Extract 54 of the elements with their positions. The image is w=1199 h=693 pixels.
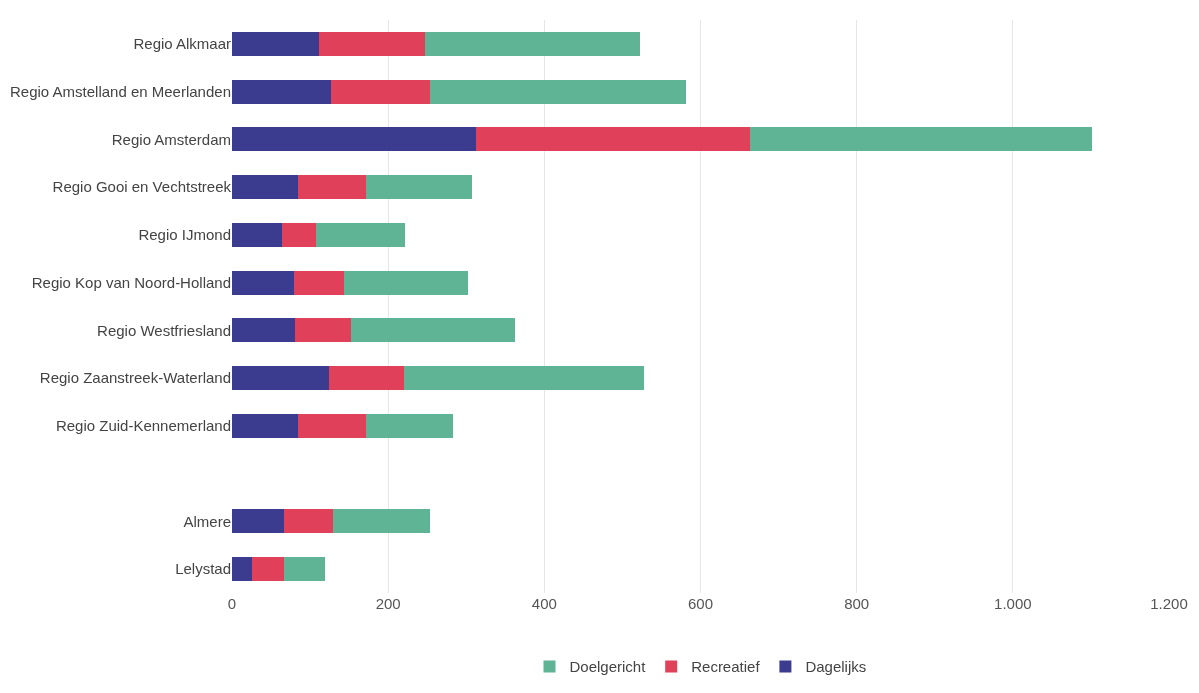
bar	[749, 127, 1093, 152]
bar	[315, 222, 406, 247]
bar	[328, 366, 404, 391]
bar	[403, 366, 644, 391]
legend-label: Dagelijks	[805, 658, 867, 676]
y-tick-label: Almere	[183, 512, 231, 530]
y-tick-label: Regio IJmond	[138, 226, 231, 244]
x-tick-label: 200	[375, 595, 401, 612]
bar	[365, 413, 453, 438]
bar	[319, 31, 425, 56]
bar	[332, 509, 431, 534]
bar	[298, 175, 367, 200]
bar	[424, 31, 640, 56]
bar	[281, 222, 316, 247]
bar	[232, 366, 329, 391]
bar	[366, 175, 472, 200]
y-tick-label: Regio Zuid-Kennemerland	[55, 417, 231, 435]
y-tick-label: Regio Zaanstreek-Waterland	[39, 369, 231, 387]
bar	[298, 413, 366, 438]
legend-label: Doelgericht	[569, 658, 647, 676]
y-tick-label: Regio Amstelland en Meerlanden	[10, 82, 231, 100]
x-tick-label: 0	[227, 595, 237, 612]
bar	[232, 318, 296, 343]
bar	[252, 557, 285, 582]
x-tick-label: 600	[687, 595, 714, 612]
y-tick-label: Regio Alkmaar	[133, 35, 231, 53]
y-tick-label: Lelystad	[175, 560, 231, 578]
bar	[284, 509, 333, 534]
bar	[351, 318, 515, 343]
bar	[430, 79, 686, 104]
y-tick-label: Regio Amsterdam	[111, 130, 231, 148]
bar	[232, 222, 282, 247]
bar	[232, 175, 299, 200]
bar	[331, 79, 431, 104]
bar	[232, 127, 476, 152]
bar	[232, 413, 299, 438]
bar	[475, 127, 750, 152]
bar	[232, 270, 294, 295]
legend-label: Recreatief	[691, 658, 761, 676]
y-tick-label: Regio Gooi en Vechtstreek	[52, 178, 232, 196]
bar	[284, 557, 325, 582]
bar	[295, 318, 352, 343]
y-tick-label: Regio Westfriesland	[97, 321, 231, 339]
bar	[232, 509, 285, 534]
x-tick-label: 1.000	[994, 595, 1032, 612]
x-tick-label: 1.200	[1150, 595, 1188, 612]
y-tick-label: Regio Kop van Noord-Holland	[31, 273, 231, 291]
bar	[343, 270, 468, 295]
x-tick-label: 400	[531, 595, 557, 612]
bar	[293, 270, 344, 295]
bar	[232, 31, 320, 56]
bar	[232, 79, 332, 104]
bar	[232, 557, 253, 582]
x-tick-label: 800	[844, 595, 870, 612]
